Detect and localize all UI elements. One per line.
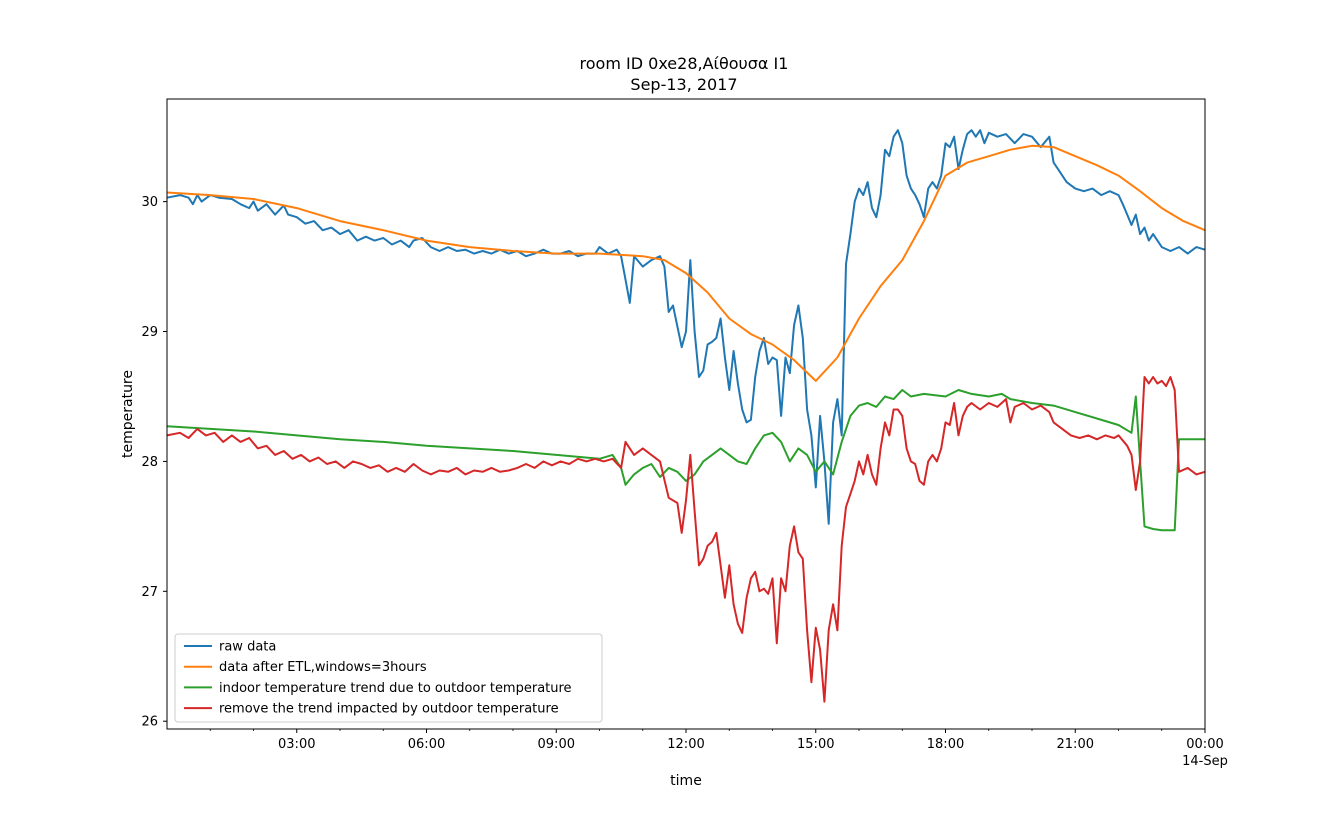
legend: raw data data after ETL,windows=3hours ind… bbox=[174, 633, 603, 723]
x-tick-label: 18:00 bbox=[927, 737, 964, 752]
x-tick-label: 06:00 bbox=[408, 737, 445, 752]
y-tick-label: 30 bbox=[141, 195, 158, 210]
legend-label: indoor temperature trend due to outdoor … bbox=[219, 681, 572, 696]
legend-label: data after ETL,windows=3hours bbox=[219, 660, 427, 675]
y-tick-label: 26 bbox=[141, 715, 158, 730]
series-line-3 bbox=[166, 389, 1205, 532]
x-axis-label: time bbox=[670, 773, 702, 789]
x-tick-label: 03:00 bbox=[278, 737, 315, 752]
x-tick-label: 21:00 bbox=[1057, 737, 1094, 752]
legend-box bbox=[174, 633, 603, 723]
y-tick-label: 29 bbox=[141, 325, 158, 340]
y-tick-label: 28 bbox=[141, 455, 158, 470]
x-tick-sublabel: 14-Sep bbox=[1182, 754, 1228, 769]
legend-label: remove the trend impacted by outdoor tem… bbox=[219, 702, 559, 717]
series-line-4 bbox=[166, 376, 1206, 703]
ticks-layer: 26 27 28 29 30 03:00 06:00 09:00 12:00 15:00 18:00… bbox=[141, 195, 1227, 769]
y-tick-label: 27 bbox=[141, 585, 158, 600]
x-tick-label: 00:00 bbox=[1186, 737, 1223, 752]
legend-label: raw data bbox=[219, 640, 276, 655]
x-tick-label: 12:00 bbox=[667, 737, 704, 752]
y-axis-label: temperature bbox=[120, 370, 136, 458]
chart-title: room ID 0xe28,Αίθουσα Ι1 bbox=[580, 54, 789, 73]
series-line-1 bbox=[166, 129, 1206, 525]
series-line-2 bbox=[166, 144, 1206, 382]
x-tick-label: 15:00 bbox=[797, 737, 834, 752]
series-layer bbox=[166, 129, 1206, 703]
chart-subtitle: Sep-13, 2017 bbox=[630, 75, 737, 94]
x-tick-label: 09:00 bbox=[538, 737, 575, 752]
